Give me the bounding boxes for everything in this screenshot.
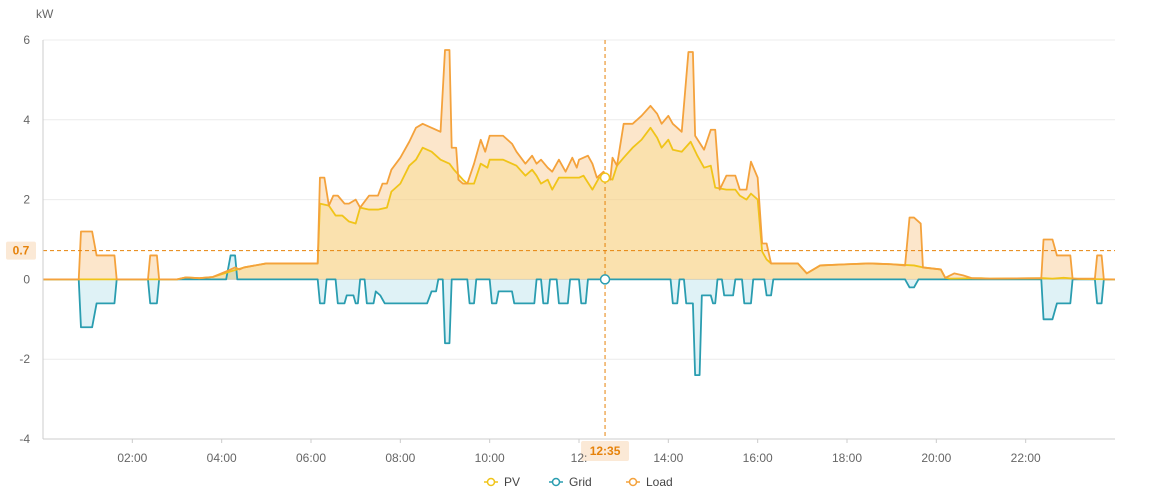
crosshair-time-badge: [581, 441, 630, 461]
x-tick-label: 20:00: [921, 451, 951, 465]
legend-label-grid: Grid: [569, 475, 592, 489]
x-tick-label: 16:00: [743, 451, 773, 465]
x-tick-label: 06:00: [296, 451, 326, 465]
crosshair-y-badge: [6, 241, 36, 260]
x-tick-label: 02:00: [117, 451, 147, 465]
y-tick-label: -4: [19, 432, 30, 446]
axis-layer: 6 4 2 0 -2 -4 02:00 04:00 06:00 08:00 10:00 12: 14:0…: [19, 33, 1115, 465]
crosshair-layer: 0.7 12:35: [6, 40, 1115, 461]
series-area-load: [43, 49, 1115, 280]
series-line-load: [43, 49, 1115, 281]
crosshair-y-label: 0.7: [13, 244, 30, 258]
series-area-pv: [43, 127, 1115, 280]
y-tick-label: -2: [19, 352, 30, 366]
legend-marker-load: [628, 477, 638, 487]
x-tick-label: 08:00: [385, 451, 415, 465]
area-layer: [43, 49, 1115, 376]
y-tick-label: 0: [23, 272, 30, 286]
legend-label-load: Load: [646, 475, 673, 489]
x-tick-label: 04:00: [207, 451, 237, 465]
line-layer: [43, 49, 1116, 377]
x-tick-label: 14:00: [653, 451, 683, 465]
x-tick-label: 18:00: [832, 451, 862, 465]
x-tick-label: 22:00: [1011, 451, 1041, 465]
y-axis-unit-label: kW: [36, 7, 54, 21]
legend-marker-grid: [551, 477, 561, 487]
legend: PV Grid Load: [484, 475, 673, 489]
y-tick-label: 4: [23, 113, 30, 127]
crosshair-point-grid: [599, 274, 611, 285]
x-tick-label: 10:00: [475, 451, 505, 465]
x-tick-label: 12:: [571, 451, 588, 465]
y-tick-label: 2: [23, 193, 30, 207]
y-tick-label: 6: [23, 33, 30, 47]
crosshair-point-pv: [599, 172, 611, 183]
legend-label-pv: PV: [504, 475, 520, 489]
crosshair-time-label: 12:35: [590, 444, 621, 458]
legend-marker-pv: [486, 477, 496, 487]
series-line-grid: [43, 254, 1115, 377]
